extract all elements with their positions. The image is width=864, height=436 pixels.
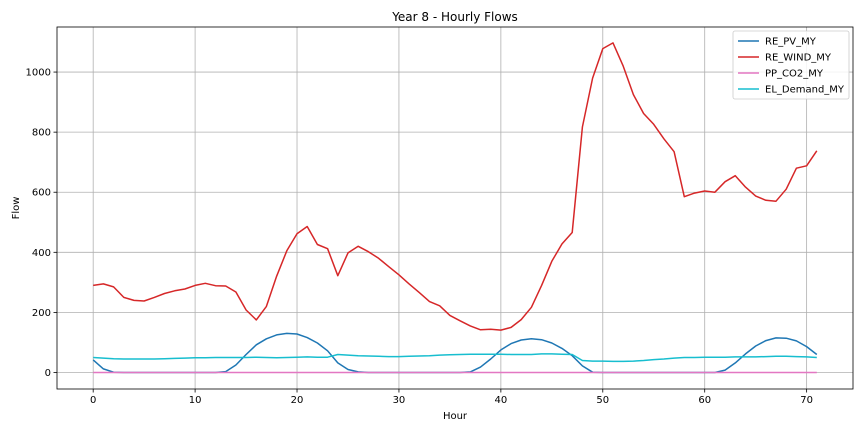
chart-title: Year 8 - Hourly Flows	[391, 10, 518, 24]
x-tick-label-2: 20	[291, 395, 304, 406]
legend-label-1: RE_WIND_MY	[765, 53, 832, 64]
legend-label-2: PP_CO2_MY	[765, 69, 824, 80]
x-axis-label: Hour	[443, 411, 468, 422]
y-tick-label-1: 200	[32, 308, 51, 319]
series-line-1	[93, 42, 818, 331]
x-tick-label-1: 10	[189, 395, 202, 406]
y-tick-label-5: 1000	[26, 68, 51, 79]
y-tick-label-2: 400	[32, 248, 51, 259]
x-tick-label-6: 60	[698, 395, 711, 406]
x-tick-label-5: 50	[596, 395, 609, 406]
series-line-3	[93, 353, 817, 363]
legend-label-3: EL_Demand_MY	[765, 85, 845, 96]
y-tick-label-0: 0	[45, 368, 51, 379]
y-axis-label: Flow	[11, 197, 22, 220]
x-tick-label-7: 70	[800, 395, 813, 406]
legend-box	[732, 30, 850, 100]
axes-frame	[56, 26, 854, 390]
legend-label-0: RE_PV_MY	[765, 37, 817, 48]
y-tick-label-3: 600	[32, 188, 51, 199]
x-tick-label-4: 40	[494, 395, 507, 406]
y-tick-label-4: 800	[32, 128, 51, 139]
plot-area: 0 10 20 30 40 50 60 70 0 200 400 600 800 1000 RE_PV_MY…	[26, 26, 854, 406]
x-tick-label-0: 0	[90, 395, 96, 406]
x-tick-label-3: 30	[393, 395, 406, 406]
